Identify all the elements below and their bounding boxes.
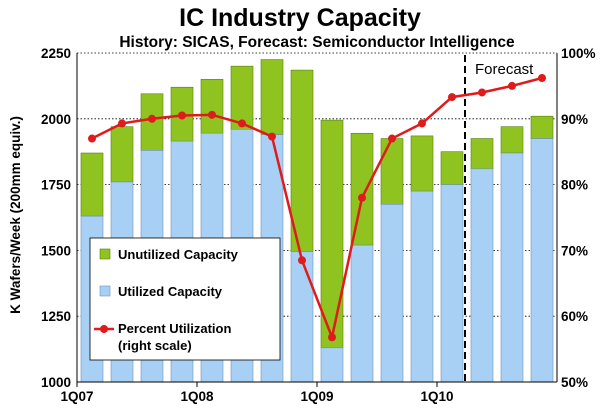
unutilized-bar-3Q08 (260, 59, 284, 135)
utilization-point-1Q07 (88, 134, 96, 143)
utilization-point-2Q10 (478, 88, 486, 97)
unutilized-bar-4Q10 (530, 115, 554, 139)
axes: 1000 1250 1500 1750 2000 2250 50% 60% 70% 80% 90% 1… (41, 46, 596, 404)
unutilized-bar-1Q10 (440, 151, 464, 185)
utilization-point-4Q10 (538, 74, 546, 83)
unutilized-bar-3Q09 (380, 138, 404, 205)
unutilized-bar-4Q09 (410, 135, 434, 192)
utilization-point-2Q07 (118, 119, 126, 128)
utilized-bar-3Q10 (500, 152, 524, 383)
y2-tick-4: 90% (561, 112, 588, 127)
utilization-point-2Q09 (358, 193, 366, 202)
utilized-bar-4Q08 (290, 251, 314, 383)
utilized-bar-4Q09 (410, 190, 434, 383)
utilization-point-1Q08 (208, 110, 216, 119)
utilized-bar-2Q09 (350, 244, 374, 383)
forecast-label: Forecast (475, 61, 534, 78)
utilization-point-4Q08 (298, 256, 306, 265)
utilization-point-2Q08 (238, 119, 246, 128)
legend-label-utilized: Utilized Capacity (118, 284, 223, 299)
x-tick-1Q10: 1Q10 (420, 389, 453, 404)
y-tick-1500: 1500 (41, 243, 71, 258)
utilization-point-4Q07 (178, 111, 186, 120)
utilization-point-1Q09 (328, 333, 336, 342)
legend-label-utilization: Percent Utilization (118, 321, 231, 336)
legend-swatch-unutilized (99, 248, 111, 260)
y2-tick-0: 50% (561, 375, 588, 390)
y-axis-label: K Wafers/Week (200mm equiv.) (8, 116, 23, 314)
utilization-polyline (91, 76, 543, 342)
unutilized-bar-1Q09 (320, 119, 344, 349)
utilization-line (88, 74, 546, 342)
x-tick-1Q07: 1Q07 (60, 389, 93, 404)
utilization-point-1Q10 (448, 93, 456, 102)
utilization-point-3Q09 (388, 134, 396, 143)
y2-tick-1: 60% (561, 309, 588, 324)
y2-tick-5: 100% (561, 46, 596, 61)
y2-tick-2: 70% (561, 243, 588, 258)
chart-title: IC Industry Capacity (179, 4, 421, 32)
unutilized-bar-1Q07 (80, 152, 104, 217)
y-tick-1750: 1750 (41, 178, 71, 193)
y2-tick-3: 80% (561, 178, 588, 193)
chart-subtitle: History: SICAS, Forecast: Semiconductor … (119, 34, 515, 51)
x-tick-1Q09: 1Q09 (300, 389, 333, 404)
legend-sublabel-utilization: (right scale) (118, 338, 192, 353)
y-tick-2250: 2250 (41, 46, 71, 61)
utilized-bar-3Q09 (380, 204, 404, 383)
unutilized-bar-3Q10 (500, 126, 524, 154)
legend-label-unutilized: Unutilized Capacity (118, 247, 239, 262)
utilized-bar-1Q09 (320, 347, 344, 383)
legend-swatch-utilized (99, 285, 111, 297)
utilization-point-3Q10 (508, 81, 516, 90)
y-tick-1250: 1250 (41, 309, 71, 324)
y-tick-1000: 1000 (41, 375, 71, 390)
unutilized-bar-2Q07 (110, 126, 134, 183)
unutilized-bar-1Q08 (200, 79, 224, 134)
utilized-bar-4Q10 (530, 138, 554, 383)
utilization-point-4Q09 (418, 119, 426, 128)
utilized-bar-1Q10 (440, 184, 464, 383)
utilization-point-3Q08 (268, 132, 276, 141)
utilization-point-3Q07 (148, 114, 156, 123)
utilized-bar-2Q10 (470, 168, 494, 383)
unutilized-bar-2Q10 (470, 138, 494, 170)
x-tick-1Q08: 1Q08 (180, 389, 214, 404)
legend: Unutilized Capacity Utilized Capacity Perc… (89, 237, 281, 361)
legend-swatch-marker (100, 325, 108, 333)
y-tick-2000: 2000 (41, 112, 71, 127)
legend-box (89, 237, 281, 361)
